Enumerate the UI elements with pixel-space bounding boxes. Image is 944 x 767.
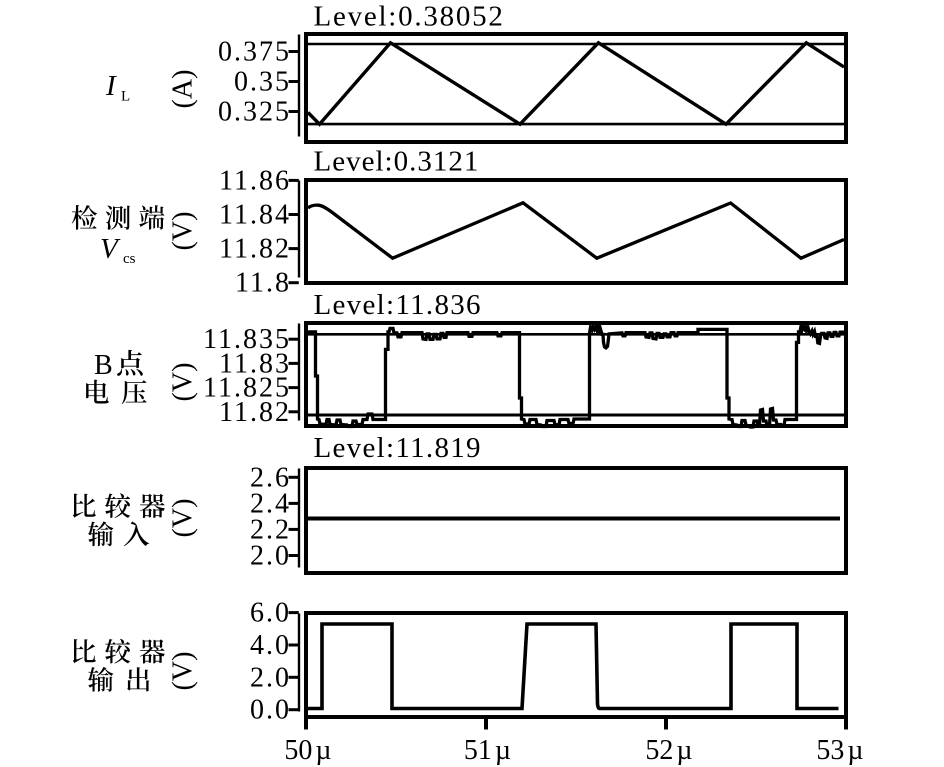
svg-text:50µ: 50 µ — [284, 735, 331, 766]
svg-text:11.86: 11.86 — [219, 165, 291, 196]
svg-text:Level:0.3121: Level:0.3121 — [314, 146, 480, 178]
svg-text:Level:11.819: Level:11.819 — [314, 432, 482, 464]
svg-text:(V): (V) — [168, 499, 199, 538]
svg-text:0.375: 0.375 — [218, 37, 291, 68]
svg-text:I: I — [105, 70, 117, 102]
svg-text:11.84: 11.84 — [219, 200, 291, 231]
svg-text:51µ: 51 µ — [464, 735, 511, 766]
svg-text:B: B — [94, 350, 113, 381]
svg-text:11.82: 11.82 — [219, 397, 291, 428]
svg-text:2.0: 2.0 — [250, 662, 291, 693]
svg-text:11.835: 11.835 — [203, 324, 291, 355]
svg-text:(V): (V) — [168, 652, 199, 691]
svg-text:0.0: 0.0 — [250, 695, 291, 726]
svg-text:11.8: 11.8 — [235, 268, 291, 299]
svg-text:2.6: 2.6 — [250, 462, 291, 493]
svg-text:6.0: 6.0 — [250, 598, 291, 629]
svg-text:Level:11.836: Level:11.836 — [314, 289, 482, 321]
svg-text:11.825: 11.825 — [203, 373, 291, 404]
svg-text:L: L — [121, 89, 130, 105]
svg-text:V: V — [100, 233, 121, 265]
svg-text:(V): (V) — [168, 363, 199, 402]
svg-text:52µ: 52 µ — [645, 735, 692, 766]
svg-text:2.4: 2.4 — [250, 488, 291, 519]
svg-text:cs: cs — [123, 251, 136, 267]
svg-text:(A): (A) — [168, 70, 199, 109]
svg-text:4.0: 4.0 — [250, 630, 291, 661]
svg-text:2.0: 2.0 — [250, 541, 291, 572]
svg-text:2.2: 2.2 — [250, 514, 291, 545]
svg-text:0.325: 0.325 — [218, 97, 291, 128]
svg-text:53µ: 53 µ — [816, 735, 863, 766]
svg-text:0.35: 0.35 — [234, 67, 291, 98]
svg-text:(V): (V) — [168, 212, 199, 251]
svg-text:11.82: 11.82 — [219, 234, 291, 265]
svg-text:Level:0.38052: Level:0.38052 — [314, 1, 505, 33]
svg-text:11.83: 11.83 — [219, 348, 291, 379]
